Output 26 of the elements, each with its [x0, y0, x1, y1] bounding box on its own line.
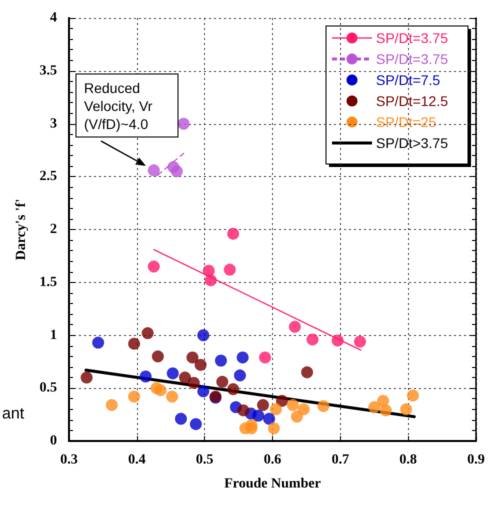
- y-tick-label: 3.5: [40, 63, 57, 78]
- y-tick-label: 1: [50, 328, 57, 343]
- x-tick-label: 0.6: [264, 452, 282, 468]
- legend-label: SP/Dt=7.5: [376, 72, 440, 88]
- x-tick-label: 0.5: [196, 452, 214, 468]
- y-tick-label: 0: [50, 434, 57, 448]
- x-tick-label: 0.9: [467, 452, 485, 468]
- x-tick-label: 0.3: [60, 452, 78, 468]
- x-tick-label: 0.8: [399, 452, 417, 468]
- x-tick-label: 0.4: [128, 452, 146, 468]
- legend-label: SP/Dt=12.5: [376, 93, 448, 109]
- y-tick-label: 3: [50, 116, 57, 132]
- legend-label: SP/Dt=25: [376, 114, 437, 130]
- annotation: Reduced Velocity, Vr (V/fD)~4.0: [84, 80, 156, 132]
- text: ant: [2, 406, 25, 422]
- legend-label: SP/Dt=3.75: [376, 51, 448, 67]
- y-axis-title: Darcy's 'f': [14, 198, 30, 260]
- y-tick-label: 1.5: [40, 274, 57, 290]
- legend-label: SP/Dt=3.75: [376, 30, 448, 46]
- x-tick-label: 0.7: [332, 452, 350, 468]
- y-tick-label: 4: [50, 10, 57, 26]
- y-tick-label: 0.5: [40, 380, 57, 396]
- x-axis-title: Froude Number: [224, 476, 321, 492]
- y-tick-label: 2: [50, 222, 57, 237]
- y-tick-label: 2.5: [40, 169, 57, 184]
- legend-label: SP/Dt>3.75: [376, 135, 448, 151]
